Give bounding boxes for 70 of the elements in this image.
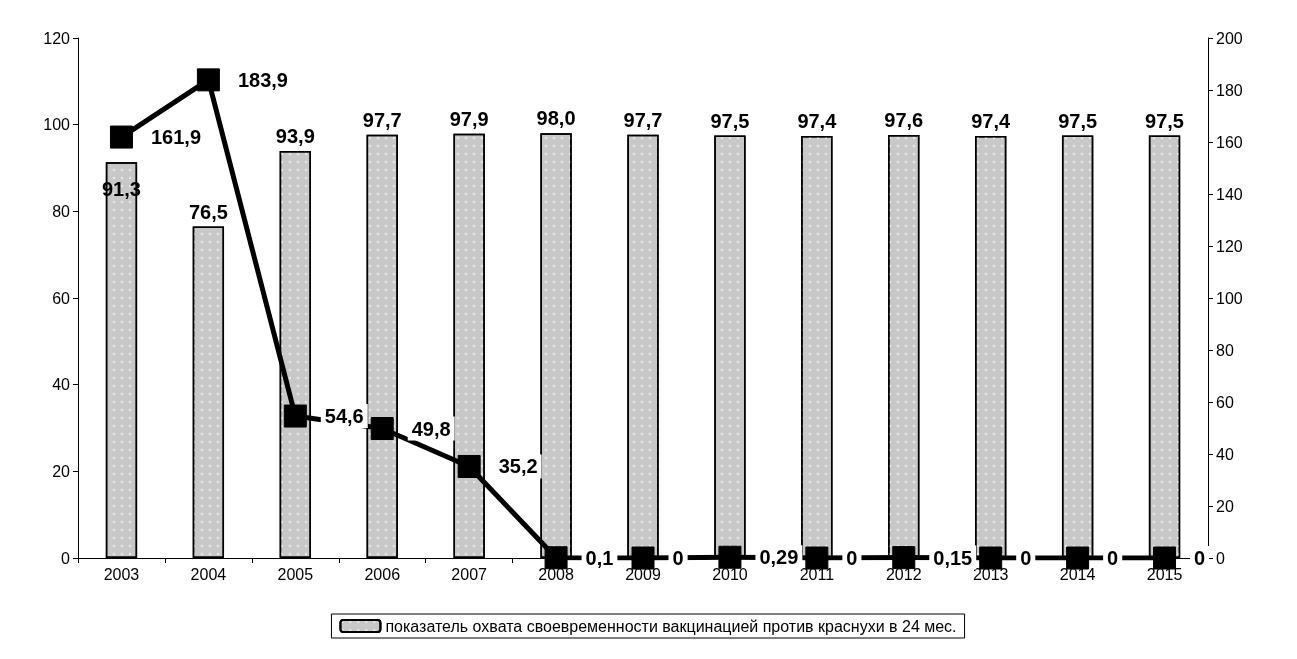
- x-tick-label: 2003: [103, 565, 140, 583]
- data-label: 0,1: [585, 546, 614, 569]
- point: [109, 125, 133, 149]
- point: [718, 545, 742, 569]
- point: [283, 404, 307, 428]
- y-tick-label: 0: [61, 549, 71, 567]
- x-tick-label: 2006: [364, 565, 401, 583]
- point: [1153, 546, 1177, 570]
- data-label: 97,5: [710, 109, 750, 132]
- y-tick-label: 40: [52, 376, 71, 394]
- x-tick-label: 2012: [885, 565, 922, 583]
- data-label: 0: [1020, 547, 1032, 569]
- point: [457, 454, 481, 478]
- x-tick-label: 2015: [1146, 565, 1183, 583]
- data-label: 97,9: [449, 107, 489, 130]
- x-tick-label: 2004: [190, 565, 227, 583]
- y-tick-label: 60: [52, 289, 71, 307]
- y2-tick-label: 160: [1216, 133, 1243, 151]
- x-tick-label: 2008: [538, 565, 574, 583]
- point: [1066, 546, 1090, 570]
- data-label: 97,5: [1058, 109, 1098, 132]
- data-label: 0: [672, 547, 684, 569]
- point: [979, 546, 1003, 570]
- y2-tick-label: 200: [1216, 29, 1243, 47]
- point: [805, 546, 829, 570]
- y2-tick-label: 0: [1216, 549, 1225, 567]
- data-label: 97,7: [623, 108, 663, 131]
- point: [631, 546, 655, 570]
- x-tick-label: 2005: [277, 565, 314, 583]
- y2-tick-label: 140: [1216, 185, 1243, 203]
- x-tick-label: 2007: [451, 565, 488, 583]
- y-tick-label: 100: [43, 116, 71, 134]
- data-label: 0: [1194, 547, 1206, 569]
- data-label: 98,0: [536, 107, 576, 130]
- x-tick-label: 2011: [799, 565, 835, 583]
- y-tick-label: 80: [52, 202, 71, 220]
- data-label: 76,5: [188, 200, 228, 223]
- data-label: 35,2: [498, 455, 538, 478]
- y2-tick-label: 20: [1216, 497, 1234, 515]
- y-tick-label: 20: [52, 462, 71, 480]
- y2-tick-label: 120: [1216, 237, 1243, 255]
- data-label: 97,6: [884, 109, 924, 132]
- point: [544, 546, 568, 570]
- data-label: 54,6: [324, 405, 364, 428]
- data-label: 97,4: [797, 109, 838, 132]
- y2-tick-label: 40: [1216, 445, 1234, 463]
- x-tick-label: 2013: [972, 565, 1009, 583]
- data-label: 0,15: [933, 546, 973, 569]
- y2-tick-label: 80: [1216, 341, 1234, 359]
- y2-tick-label: 180: [1216, 81, 1243, 99]
- data-label: 183,9: [237, 68, 288, 91]
- data-label: 93,9: [275, 125, 315, 148]
- data-label: 97,4: [971, 109, 1012, 132]
- y-tick-label: 120: [43, 29, 71, 47]
- legend-label: показатель охвата своевременности вакцинацией против краснухи в 24 мес.: [385, 617, 957, 635]
- data-label: 0: [1107, 547, 1119, 569]
- data-label: 97,7: [362, 108, 402, 131]
- y2-tick-label: 100: [1216, 289, 1243, 307]
- data-label: 0,29: [759, 546, 799, 569]
- y2-tick-label: 60: [1216, 393, 1234, 411]
- data-label: 161,9: [150, 126, 202, 149]
- x-tick-label: 2009: [625, 565, 661, 583]
- data-label: 97,5: [1145, 109, 1185, 132]
- point: [196, 68, 220, 92]
- data-label: 0: [846, 547, 858, 569]
- point: [892, 546, 916, 570]
- x-tick-label: 2014: [1059, 565, 1096, 583]
- x-tick-label: 2010: [712, 565, 748, 583]
- point: [370, 417, 394, 441]
- data-label: 49,8: [411, 417, 451, 440]
